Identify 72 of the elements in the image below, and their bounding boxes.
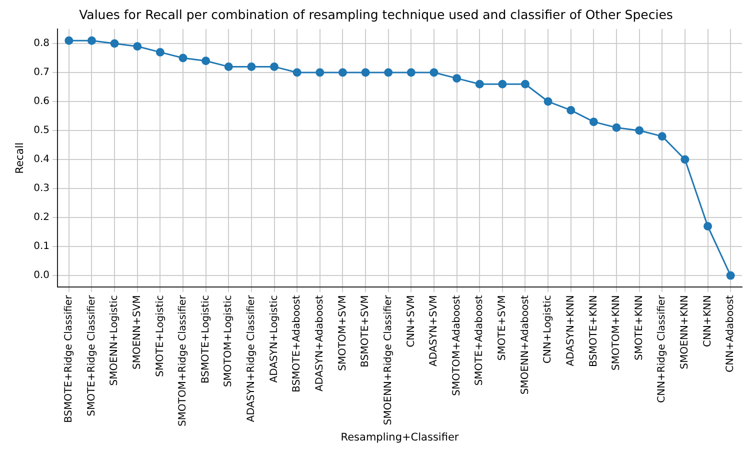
point [270,62,279,71]
y-tick-label: 0.6 [34,96,50,108]
x-tick-label: BSMOTE+Logistic [200,295,212,384]
point [110,39,119,48]
x-tick-label: BSMOTE+KNN [588,295,600,368]
point [430,68,438,77]
y-tick-label: 0.7 [34,67,50,78]
point [520,80,530,88]
x-tick-label: BSMOTE+Adaboost [292,295,303,392]
y-tick-label: 0.3 [34,183,50,194]
x-tick-label: ADASYN+KNN [565,295,576,366]
point [316,68,324,77]
point [658,132,666,141]
point [726,271,735,280]
x-tick-label: SMOENN+SVM [132,295,143,370]
x-tick-label: CNN+Adaboost [725,295,736,372]
x-tick-label: SMOTE+Logistic [154,295,166,377]
x-tick-label: CNN+Logistic [542,295,554,364]
x-tick-label: SMOTE+KNN [634,295,645,360]
y-axis-title: Recall [14,142,26,174]
point [384,68,393,77]
point [406,68,416,77]
x-tick-label: SMOTOM+Logistic [223,295,234,388]
point [452,74,462,83]
point [224,62,233,71]
point [338,68,347,77]
x-tick-label: SMOENN+Adaboost [520,295,531,395]
x-tick-label: SMOTOM+Ridge Classifier [178,294,189,426]
x-tick-label: SMOTOM+KNN [611,295,622,371]
x-axis-title: Resampling+Classifier [340,431,460,444]
y-tick-label: 0.8 [34,38,50,50]
point [704,222,712,230]
x-tick-label: SMOENN+KNN [680,295,691,370]
point [566,106,576,114]
point [133,42,142,51]
x-tick-label: ADASYN+Logistic [268,295,280,383]
x-tick-label: SMOENN+Ridge Classifier [382,294,394,426]
point [612,123,621,132]
point [292,68,302,77]
point [589,118,598,126]
x-tick-label: SMOTE+Adaboost [474,295,486,386]
point [544,97,552,106]
y-tick-label: 0.0 [34,270,50,282]
point [361,68,370,77]
y-tick-label: 0.1 [34,241,50,252]
x-tick-label: CNN+Ridge Classifier [656,294,668,403]
x-tick-label: SMOENN+Logistic [109,295,120,386]
y-tick-label: 0.4 [34,154,50,166]
point [247,62,256,71]
point [202,56,210,66]
x-tick-label: SMOTE+SVM [497,295,508,361]
point [87,36,96,45]
x-tick-label: BSMOTE+SVM [360,295,372,368]
x-tick-label: CNN+SVM [406,295,417,348]
point [475,80,484,88]
x-tick-label: SMOTE+Ridge Classifier [86,294,98,416]
x-tick-label: ADASYN+SVM [428,295,440,367]
y-tick-label: 0.5 [34,125,50,136]
point [635,126,644,135]
x-tick-label: ADASYN+Adaboost [314,295,326,392]
point [680,155,690,164]
chart-title: Values for Recall per combination of resampling technique used and classifier of Other Species [79,6,673,22]
x-tick-label: BSMOTE+Ridge Classifier [64,294,75,423]
point [156,48,164,56]
point [178,54,188,62]
y-tick-label: 0.2 [34,212,50,224]
point [498,80,507,88]
x-tick-label: ADASYN+Ridge Classifier [246,294,258,422]
point [64,36,74,45]
x-tick-label: SMOTOM+SVM [337,295,348,371]
x-tick-label: SMOTOM+Adaboost [451,295,462,396]
x-tick-label: CNN+KNN [702,295,714,348]
